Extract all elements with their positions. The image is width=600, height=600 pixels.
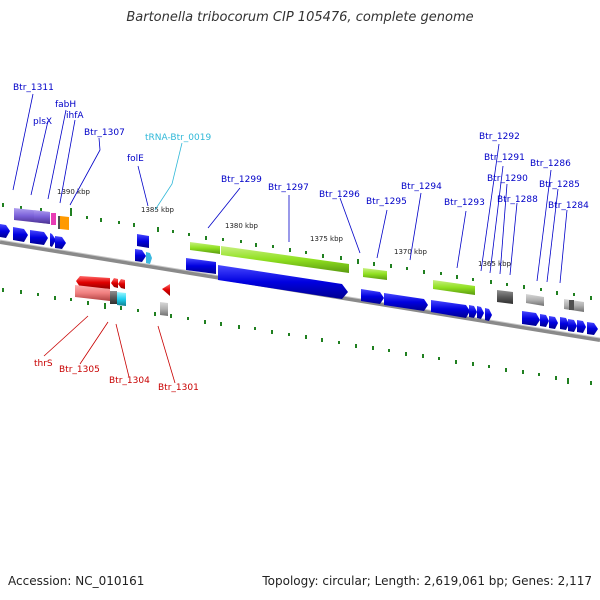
- kbp-tick-1390: 1390 kbp: [57, 188, 91, 196]
- gene-label-btr-1284[interactable]: Btr_1284: [548, 201, 589, 211]
- kbp-tick-1385: 1385 kbp: [141, 206, 175, 214]
- gene-label-btr-1291[interactable]: Btr_1291: [484, 153, 525, 163]
- cds-reverse-track: [75, 276, 170, 316]
- gene-label-fabh[interactable]: fabH: [55, 100, 76, 110]
- gene-label-btr-1305[interactable]: Btr_1305: [59, 365, 100, 375]
- kbp-tick-1375: 1375 kbp: [310, 235, 344, 243]
- cds-forward-track: [0, 224, 598, 335]
- gene-label-btr-1286[interactable]: Btr_1286: [530, 159, 571, 169]
- kbp-tick-1365: 1365 kbp: [478, 260, 512, 268]
- gene-label-btr-1292[interactable]: Btr_1292: [479, 132, 520, 142]
- gene-label-btr-1288[interactable]: Btr_1288: [497, 195, 538, 205]
- genome-summary-text: Topology: circular; Length: 2,619,061 bp…: [262, 574, 592, 588]
- kbp-tick-1370: 1370 kbp: [394, 248, 428, 256]
- reverse-label-leaders: [43, 315, 176, 384]
- gene-label-btr-1294[interactable]: Btr_1294: [401, 182, 442, 192]
- gene-label-btr-1304[interactable]: Btr_1304: [109, 376, 150, 386]
- gene-label-btr-1296[interactable]: Btr_1296: [319, 190, 360, 200]
- gene-label-btr-1307[interactable]: Btr_1307: [84, 128, 125, 138]
- gene-label-plsx[interactable]: plsX: [33, 117, 52, 127]
- forward-label-leaders: [12, 93, 568, 284]
- feature-track-upper: [14, 208, 584, 312]
- gene-label-btr-1285[interactable]: Btr_1285: [539, 180, 580, 190]
- kbp-tick-1380: 1380 kbp: [225, 222, 259, 230]
- gene-label-btr-1293[interactable]: Btr_1293: [444, 198, 485, 208]
- trna-feature: [146, 252, 152, 264]
- gene-label-btr-1311[interactable]: Btr_1311: [13, 83, 54, 93]
- trna-label-leader: [154, 142, 183, 211]
- gene-label-btr-1295[interactable]: Btr_1295: [366, 197, 407, 207]
- gc-ticks-upper: [2, 203, 592, 300]
- gc-ticks-lower: [2, 288, 592, 385]
- gene-label-thrs[interactable]: thrS: [34, 359, 53, 369]
- accession-text: Accession: NC_010161: [8, 574, 145, 588]
- gene-label-btr-1301[interactable]: Btr_1301: [158, 383, 199, 393]
- gene-label-ihfa[interactable]: ihfA: [66, 111, 84, 121]
- gene-label-btr-1290[interactable]: Btr_1290: [487, 174, 528, 184]
- gene-label-fole[interactable]: folE: [127, 154, 144, 164]
- gene-label-btr-1297[interactable]: Btr_1297: [268, 183, 309, 193]
- map-title: Bartonella tribocorum CIP 105476, comple…: [126, 10, 474, 25]
- gene-label-btr-1299[interactable]: Btr_1299: [221, 175, 262, 185]
- gene-label-trna-btr-0019[interactable]: tRNA-Btr_0019: [145, 133, 211, 143]
